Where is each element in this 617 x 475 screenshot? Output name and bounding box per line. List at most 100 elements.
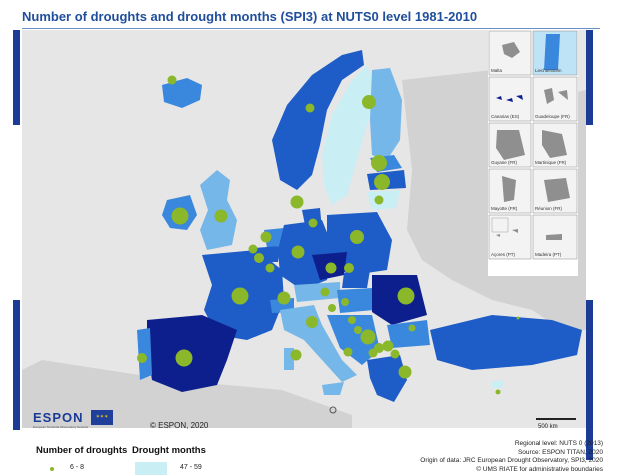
scale-bar: [536, 418, 576, 420]
drought-dot: [167, 75, 177, 85]
svg-text:Madeira (PT): Madeira (PT): [535, 252, 562, 257]
drought-dot: [348, 316, 356, 324]
drought-dot: [382, 340, 394, 352]
legend-months-class-label: 47 - 59: [180, 464, 202, 471]
inset-liechtenstein: Liechtenstein: [532, 30, 578, 76]
drought-dot: [260, 231, 272, 243]
legend-drought-class-label: 6 - 8: [70, 464, 85, 471]
drought-dot: [341, 298, 349, 306]
svg-text:Canarias (ES): Canarias (ES): [491, 114, 520, 119]
drought-dot: [371, 155, 387, 171]
svg-text:Malta: Malta: [491, 68, 503, 73]
drought-dot: [231, 287, 249, 305]
inset-guadeloupe: Guadeloupe (FR): [532, 76, 578, 122]
drought-dot: [328, 304, 336, 312]
drought-dot: [175, 349, 193, 367]
drought-dot: [390, 349, 400, 359]
drought-dot: [214, 209, 228, 223]
hungary: [337, 288, 374, 313]
drought-dot: [343, 347, 353, 357]
drought-dot: [368, 348, 378, 358]
norway: [272, 50, 364, 190]
legend-drought-dot-icon: [50, 467, 54, 471]
legend-months-swatch: [135, 462, 167, 475]
title-rule: [22, 28, 600, 29]
espon-logo-subtitle: European Territorial Observatory Network: [33, 425, 89, 429]
right-frame-bar-bottom: [586, 300, 593, 460]
eu-stars-icon: ✶✶✶: [95, 414, 109, 420]
drought-dot: [254, 253, 264, 263]
source-line-boundaries: © UMS RIATE for administrative boundarie…: [476, 465, 603, 473]
drought-dot: [290, 195, 304, 209]
drought-dot: [397, 287, 415, 305]
source-block: Regional level: NUTS 0 (2013) Source: ES…: [420, 440, 603, 474]
inset-martinique: Martinique (FR): [532, 122, 578, 168]
drought-dot: [290, 349, 302, 361]
svg-text:Martinique (FR): Martinique (FR): [535, 160, 567, 165]
drought-dot: [350, 230, 364, 244]
right-frame-bar-top: [586, 30, 593, 125]
greece: [367, 355, 407, 402]
drought-dot: [398, 365, 412, 379]
drought-dot: [408, 324, 416, 332]
turkey: [430, 315, 582, 370]
slovakia: [342, 270, 370, 288]
svg-text:Réunion (FR): Réunion (FR): [535, 206, 563, 211]
drought-dot: [374, 174, 390, 190]
svg-text:Guadeloupe (FR): Guadeloupe (FR): [535, 114, 570, 119]
inset-grid: Malta Liechtenstein Canarias (ES) Guadel…: [488, 30, 578, 276]
iceland: [162, 78, 202, 108]
scale-label: 500 km: [538, 424, 558, 430]
austria: [294, 282, 340, 302]
source-line-regional-level: Regional level: NUTS 0 (2013): [514, 440, 603, 447]
legend-months-title: Drought months: [132, 445, 206, 456]
svg-text:Guyane (FR): Guyane (FR): [491, 160, 518, 165]
left-frame-bar-bottom: [13, 300, 20, 430]
drought-dot: [320, 287, 330, 297]
svg-text:Açores (PT): Açores (PT): [491, 252, 516, 257]
inset-acores: Açores (PT): [488, 214, 532, 260]
drought-dot: [354, 326, 362, 334]
drought-dot: [374, 195, 384, 205]
source-line-source: Source: ESPON TITAN, 2020: [517, 448, 603, 456]
spain: [147, 315, 237, 392]
bulgaria: [387, 320, 430, 348]
drought-dot: [360, 329, 376, 345]
legend-droughts-title: Number of droughts: [36, 445, 128, 456]
drought-dot: [495, 389, 501, 395]
inset-guyane: Guyane (FR): [488, 122, 532, 168]
map-title: Number of droughts and drought months (S…: [22, 9, 478, 24]
inset-canarias: Canarias (ES): [488, 76, 532, 122]
drought-dot: [306, 316, 318, 328]
eu-flag-icon: [91, 410, 113, 425]
drought-dot: [344, 263, 354, 273]
map-copyright: © ESPON, 2020: [150, 421, 209, 430]
source-line-origin: Origin of data: JRC European Drought Obs…: [420, 457, 603, 464]
inset-malta: Malta: [488, 30, 532, 76]
italy: [280, 305, 357, 382]
drought-dot-no-data: [329, 406, 337, 414]
drought-dot: [291, 245, 305, 259]
drought-dot: [137, 353, 147, 363]
drought-dot: [516, 316, 520, 320]
sicily: [322, 382, 344, 395]
svg-text:Mayotte (FR): Mayotte (FR): [491, 206, 518, 211]
inset-reunion: Réunion (FR): [532, 168, 578, 214]
map: Malta Liechtenstein Canarias (ES) Guadel…: [22, 30, 586, 428]
western-balkans: [327, 315, 380, 365]
drought-dot: [265, 263, 275, 273]
drought-dot: [305, 103, 315, 113]
drought-dot: [277, 291, 291, 305]
svg-text:Liechtenstein: Liechtenstein: [535, 68, 562, 73]
left-frame-bar-top: [13, 30, 20, 125]
drought-dot: [171, 207, 189, 225]
espon-logo: ESPON: [33, 410, 84, 425]
drought-dot: [308, 218, 318, 228]
drought-dot: [248, 244, 258, 254]
finland: [370, 68, 402, 160]
drought-dot: [362, 95, 376, 109]
inset-madeira: Madeira (PT): [532, 214, 578, 260]
inset-mayotte: Mayotte (FR): [488, 168, 532, 214]
drought-dots: [137, 75, 520, 414]
cyprus: [492, 380, 504, 388]
